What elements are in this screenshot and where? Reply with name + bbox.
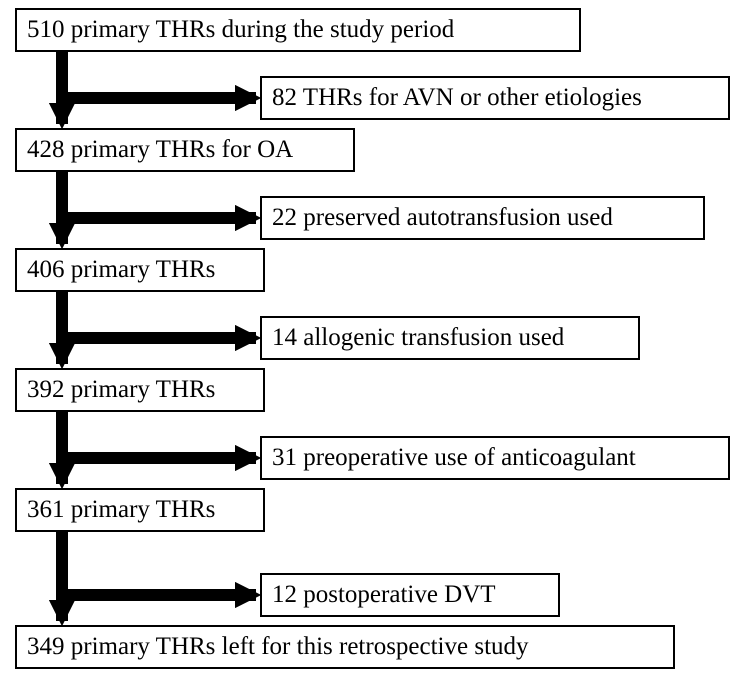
exclusion-node: 22 preserved autotransfusion used <box>260 196 705 240</box>
flow-node: 349 primary THRs left for this retrospec… <box>15 625 675 669</box>
exclusion-node: 12 postoperative DVT <box>260 573 560 617</box>
flow-node: 406 primary THRs <box>15 248 265 292</box>
exclusion-node: 82 THRs for AVN or other etiologies <box>260 76 730 120</box>
exclusion-node: 31 preoperative use of anticoagulant <box>260 436 730 480</box>
flow-node: 392 primary THRs <box>15 368 265 412</box>
flow-node: 361 primary THRs <box>15 488 265 532</box>
flow-node: 510 primary THRs during the study period <box>15 8 581 52</box>
exclusion-node: 14 allogenic transfusion used <box>260 316 640 360</box>
flow-node: 428 primary THRs for OA <box>15 128 355 172</box>
